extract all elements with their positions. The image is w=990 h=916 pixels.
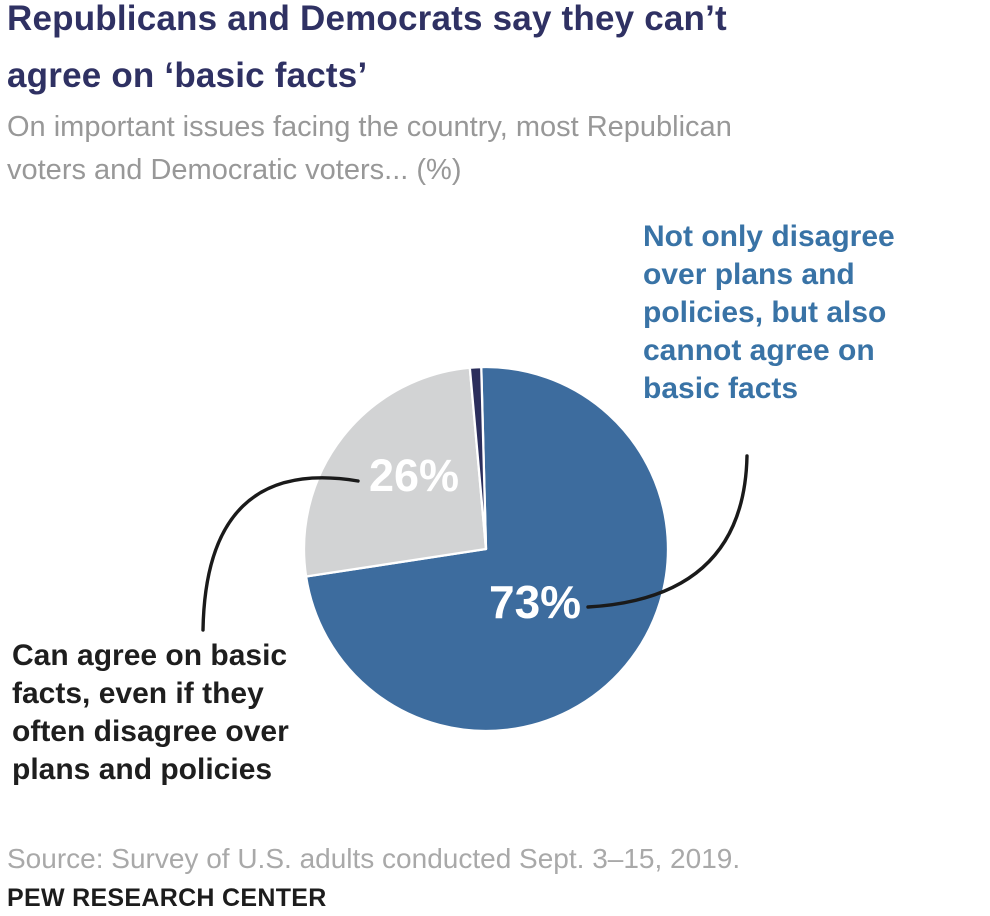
chart-subtitle: On important issues facing the country, … (7, 111, 732, 186)
value-label-73: 73% (489, 576, 582, 628)
callout-line-agree (201, 476, 360, 632)
chart-title: Republicans and Democrats say they can’t… (7, 0, 727, 95)
pie-slice (468, 365, 488, 551)
slice-label-agree: Can agree on basic facts, even if they o… (12, 639, 289, 786)
value-label-26: 26% (369, 450, 460, 501)
pie-slice (302, 366, 488, 578)
source-note: Source: Survey of U.S. adults conducted … (7, 843, 741, 874)
pie-slices (302, 365, 670, 733)
brand-footer: PEW RESEARCH CENTER (7, 884, 327, 912)
callout-line-disagree (586, 454, 749, 609)
slice-label-disagree: Not only disagree over plans and policie… (643, 220, 895, 405)
